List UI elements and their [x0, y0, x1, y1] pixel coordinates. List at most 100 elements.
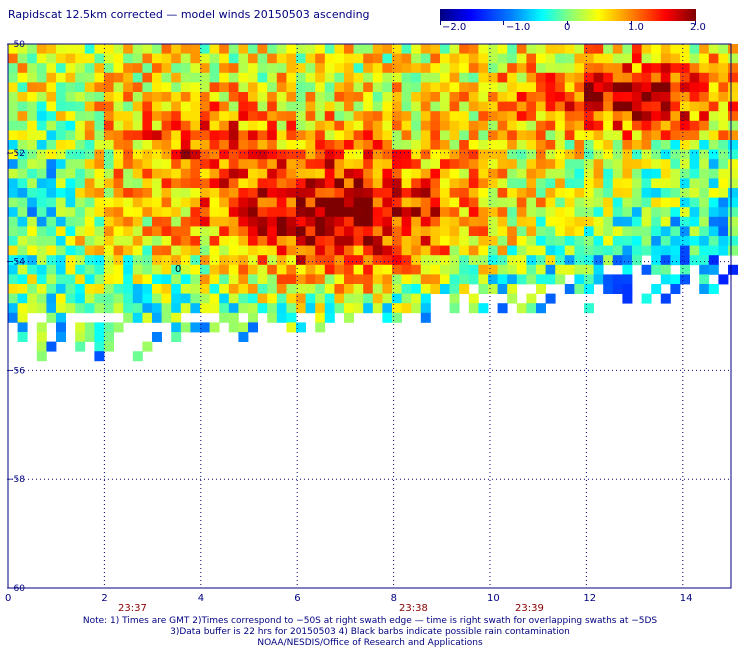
wind-cell [536, 63, 546, 74]
wind-cell [56, 245, 66, 256]
wind-cell [401, 168, 412, 179]
wind-cell [219, 303, 230, 314]
wind-cell [689, 111, 700, 122]
wind-cell [152, 255, 162, 266]
wind-cell [228, 236, 239, 246]
wind-cell [699, 159, 710, 170]
wind-cell [689, 149, 700, 160]
wind-cell [430, 245, 441, 256]
wind-cell [488, 72, 498, 83]
wind-cell [257, 140, 268, 150]
wind-cell [171, 168, 182, 179]
wind-cell [123, 178, 134, 189]
wind-cell [8, 130, 18, 141]
wind-cell [584, 226, 594, 237]
wind-cell [353, 293, 364, 304]
wind-cell [689, 245, 700, 256]
wind-cell [728, 92, 738, 102]
wind-cell [641, 264, 652, 275]
wind-cell [46, 207, 57, 218]
wind-cell [200, 101, 210, 112]
y-axis-ticks: −50−52−54−56−58−60 [6, 40, 25, 594]
wind-cell [286, 72, 297, 83]
wind-cell [75, 130, 86, 141]
y-tick-label: −54 [6, 258, 25, 268]
wind-cell [382, 159, 393, 170]
wind-cell [305, 245, 316, 256]
wind-cell [132, 92, 143, 102]
wind-cell [699, 130, 710, 141]
wind-cell [641, 92, 652, 102]
wind-cell [36, 178, 47, 189]
wind-cell [276, 53, 287, 64]
wind-cell [526, 188, 537, 198]
wind-cell [305, 207, 316, 218]
wind-cell [478, 111, 489, 122]
wind-cell [516, 44, 527, 54]
wind-cell [622, 92, 633, 102]
wind-cell [536, 44, 546, 54]
wind-cell [670, 245, 681, 256]
wind-cell [478, 92, 489, 102]
wind-cell [545, 236, 556, 246]
wind-cell [171, 255, 182, 266]
wind-cell [363, 63, 374, 74]
wind-cell [382, 207, 393, 218]
wind-cell [132, 53, 143, 64]
wind-cell [152, 82, 162, 93]
wind-cell [526, 82, 537, 93]
wind-cell [468, 197, 479, 208]
wind-cell [152, 293, 162, 304]
wind-cell [8, 44, 18, 54]
wind-cell [651, 178, 662, 189]
wind-cell [324, 312, 335, 323]
wind-cell [468, 140, 479, 150]
wind-cell [219, 111, 230, 122]
wind-cell [430, 82, 441, 93]
wind-cell [545, 168, 556, 179]
wind-cell [708, 101, 719, 112]
wind-cell [420, 72, 431, 83]
wind-cell [75, 303, 86, 314]
wind-cell [603, 255, 614, 266]
wind-cell [161, 111, 172, 122]
wind-cell [180, 72, 191, 83]
wind-cell [632, 120, 642, 131]
wind-cell [200, 53, 210, 64]
wind-cell [363, 216, 374, 227]
wind-cell [36, 245, 47, 256]
wind-cell [363, 284, 374, 294]
wind-cell [449, 197, 460, 208]
wind-cell [248, 245, 258, 256]
wind-cell [65, 82, 76, 93]
wind-cell [699, 101, 710, 112]
wind-cell [401, 303, 412, 314]
wind-cell [430, 53, 441, 64]
wind-cell [641, 44, 652, 54]
wind-cell [411, 101, 422, 112]
wind-cell [651, 159, 662, 170]
wind-cell [238, 101, 249, 112]
wind-cell [171, 149, 182, 160]
wind-cell [132, 255, 143, 266]
wind-cell [536, 264, 546, 275]
wind-cell [65, 303, 76, 314]
colorbar-tick [695, 21, 696, 25]
wind-cell [84, 207, 95, 218]
wind-cell [564, 264, 575, 275]
wind-cell [344, 255, 354, 266]
wind-cell [190, 303, 201, 314]
wind-cell [593, 168, 604, 179]
wind-cell [574, 216, 585, 227]
wind-cell [8, 120, 18, 131]
wind-cell [238, 236, 249, 246]
wind-cell [670, 226, 681, 237]
wind-cell [545, 159, 556, 170]
wind-cell [478, 44, 489, 54]
wind-cell [65, 226, 76, 237]
wind-cell [36, 332, 47, 342]
wind-cell [36, 159, 47, 170]
wind-cell [526, 101, 537, 112]
wind-cell [104, 63, 114, 74]
wind-cell [372, 44, 383, 54]
